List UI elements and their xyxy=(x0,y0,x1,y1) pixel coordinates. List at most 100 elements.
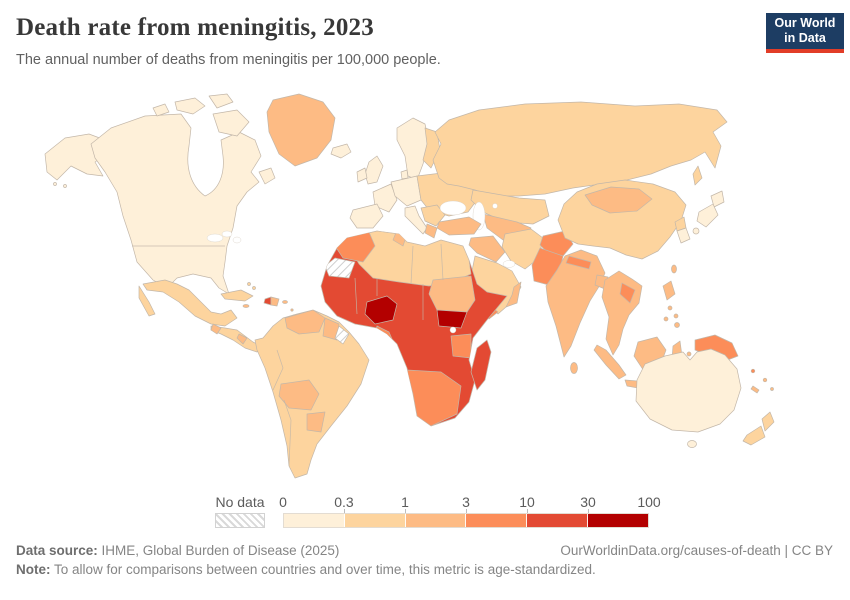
country-tanzania[interactable] xyxy=(450,333,472,359)
region-balkans[interactable] xyxy=(420,204,446,227)
country-jamaica[interactable] xyxy=(242,304,250,308)
country-iran[interactable] xyxy=(501,228,544,270)
country-italy[interactable] xyxy=(404,205,428,235)
country-guyana-suriname[interactable] xyxy=(322,317,340,341)
country-madagascar[interactable] xyxy=(470,339,492,391)
world-map-svg[interactable] xyxy=(25,88,825,486)
legend-bin-1[interactable] xyxy=(344,514,406,527)
owid-logo[interactable]: Our World in Data xyxy=(766,13,844,53)
country-philippines[interactable] xyxy=(663,316,669,322)
country-haiti[interactable] xyxy=(263,296,272,306)
country-bolivia[interactable] xyxy=(278,379,320,411)
legend-bin-2[interactable] xyxy=(405,514,467,527)
country-philippines[interactable] xyxy=(674,322,680,328)
country-greece[interactable] xyxy=(424,223,438,239)
country-france[interactable] xyxy=(372,183,398,213)
country-south-sudan[interactable] xyxy=(436,309,468,329)
territory-french-guiana[interactable] xyxy=(334,325,350,345)
bahamas[interactable] xyxy=(247,282,251,286)
country-dominican-republic[interactable] xyxy=(270,296,280,307)
island-tasmania[interactable] xyxy=(687,440,697,448)
legend-bin-0[interactable] xyxy=(284,514,345,527)
legend-bin-3[interactable] xyxy=(466,514,528,527)
country-greenland[interactable] xyxy=(266,93,336,167)
country-puerto-rico[interactable] xyxy=(282,300,288,304)
region-scandinavia[interactable] xyxy=(396,117,430,181)
country-newfoundland[interactable] xyxy=(258,167,276,185)
country-sudan[interactable] xyxy=(428,275,476,313)
country-philippines[interactable] xyxy=(673,313,679,319)
country-oman[interactable] xyxy=(505,281,522,308)
country-nepal[interactable] xyxy=(565,255,592,270)
sakhalin-island[interactable] xyxy=(692,165,703,186)
map-region-oceania[interactable] xyxy=(635,348,775,448)
country-india[interactable] xyxy=(545,249,606,358)
pacific-island[interactable] xyxy=(762,377,768,383)
legend-bin-4[interactable] xyxy=(527,514,589,527)
note-text: To allow for comparisons between countri… xyxy=(50,562,596,577)
country-baffin-island[interactable] xyxy=(212,109,250,137)
country-new-zealand-north[interactable] xyxy=(761,411,775,432)
country-denmark[interactable] xyxy=(400,169,409,180)
country-united-kingdom[interactable] xyxy=(364,155,384,185)
island-new-guinea[interactable] xyxy=(694,334,739,362)
legend-tick-mark xyxy=(466,509,467,513)
aleutian-islands[interactable] xyxy=(63,184,67,188)
legend-no-data-swatch[interactable] xyxy=(215,513,265,528)
region-syria-iraq[interactable] xyxy=(468,235,506,263)
map-region-east-asia[interactable] xyxy=(557,179,725,274)
aleutian-islands[interactable] xyxy=(53,182,57,186)
world-map[interactable] xyxy=(25,88,825,486)
baja-california[interactable] xyxy=(138,285,156,317)
arctic-islands[interactable] xyxy=(174,97,206,115)
country-philippines-luzon[interactable] xyxy=(662,280,676,301)
pacific-island[interactable] xyxy=(770,387,774,391)
country-japan-hokkaido[interactable] xyxy=(710,190,725,208)
country-japan-honshu[interactable] xyxy=(696,203,719,228)
country-mexico[interactable] xyxy=(142,279,238,327)
country-russia[interactable] xyxy=(432,101,728,197)
legend-tick-2: 1 xyxy=(401,494,409,510)
country-germany-central-europe[interactable] xyxy=(390,175,422,207)
legend-no-data-label: No data xyxy=(215,494,265,510)
country-philippines[interactable] xyxy=(667,305,673,311)
map-region-north-america[interactable] xyxy=(44,93,336,353)
moluccas[interactable] xyxy=(686,351,692,357)
country-ireland[interactable] xyxy=(356,167,368,183)
lesser-antilles[interactable] xyxy=(290,308,294,312)
country-venezuela[interactable] xyxy=(284,310,326,335)
arctic-islands[interactable] xyxy=(152,103,170,117)
country-sri-lanka[interactable] xyxy=(570,362,578,374)
country-cuba[interactable] xyxy=(220,289,254,302)
country-kazakhstan[interactable] xyxy=(470,189,550,225)
owid-link[interactable]: OurWorldinData.org/causes-of-death | CC … xyxy=(560,543,833,558)
legend-color-bar xyxy=(283,513,649,528)
island-new-caledonia[interactable] xyxy=(750,385,760,394)
country-japan-kyushu[interactable] xyxy=(692,227,700,235)
country-paraguay[interactable] xyxy=(306,411,326,433)
country-turkey[interactable] xyxy=(436,216,482,236)
country-guatemala[interactable] xyxy=(210,323,222,335)
region-iberia[interactable] xyxy=(349,203,384,229)
island-sumatra[interactable] xyxy=(593,344,627,380)
pacific-island[interactable] xyxy=(750,368,756,374)
country-nicaragua[interactable] xyxy=(236,333,248,345)
country-canada-us[interactable] xyxy=(90,113,262,295)
legend-no-data[interactable]: No data xyxy=(215,494,265,528)
data-source-line: Data source: IHME, Global Burden of Dise… xyxy=(16,543,339,558)
map-region-south-america[interactable] xyxy=(254,309,370,479)
country-taiwan[interactable] xyxy=(671,264,677,274)
country-mongolia[interactable] xyxy=(584,186,653,214)
peru-brazil-border xyxy=(272,349,284,391)
legend-bin-5[interactable] xyxy=(588,514,648,527)
country-australia[interactable] xyxy=(635,348,742,433)
country-laos[interactable] xyxy=(619,282,636,304)
arctic-islands[interactable] xyxy=(208,93,234,109)
bahamas[interactable] xyxy=(252,286,256,290)
map-region-europe[interactable] xyxy=(330,117,478,239)
country-new-zealand-south[interactable] xyxy=(742,425,766,446)
country-nigeria[interactable] xyxy=(364,295,398,325)
country-iceland[interactable] xyxy=(330,143,352,159)
country-south-korea[interactable] xyxy=(676,227,691,244)
